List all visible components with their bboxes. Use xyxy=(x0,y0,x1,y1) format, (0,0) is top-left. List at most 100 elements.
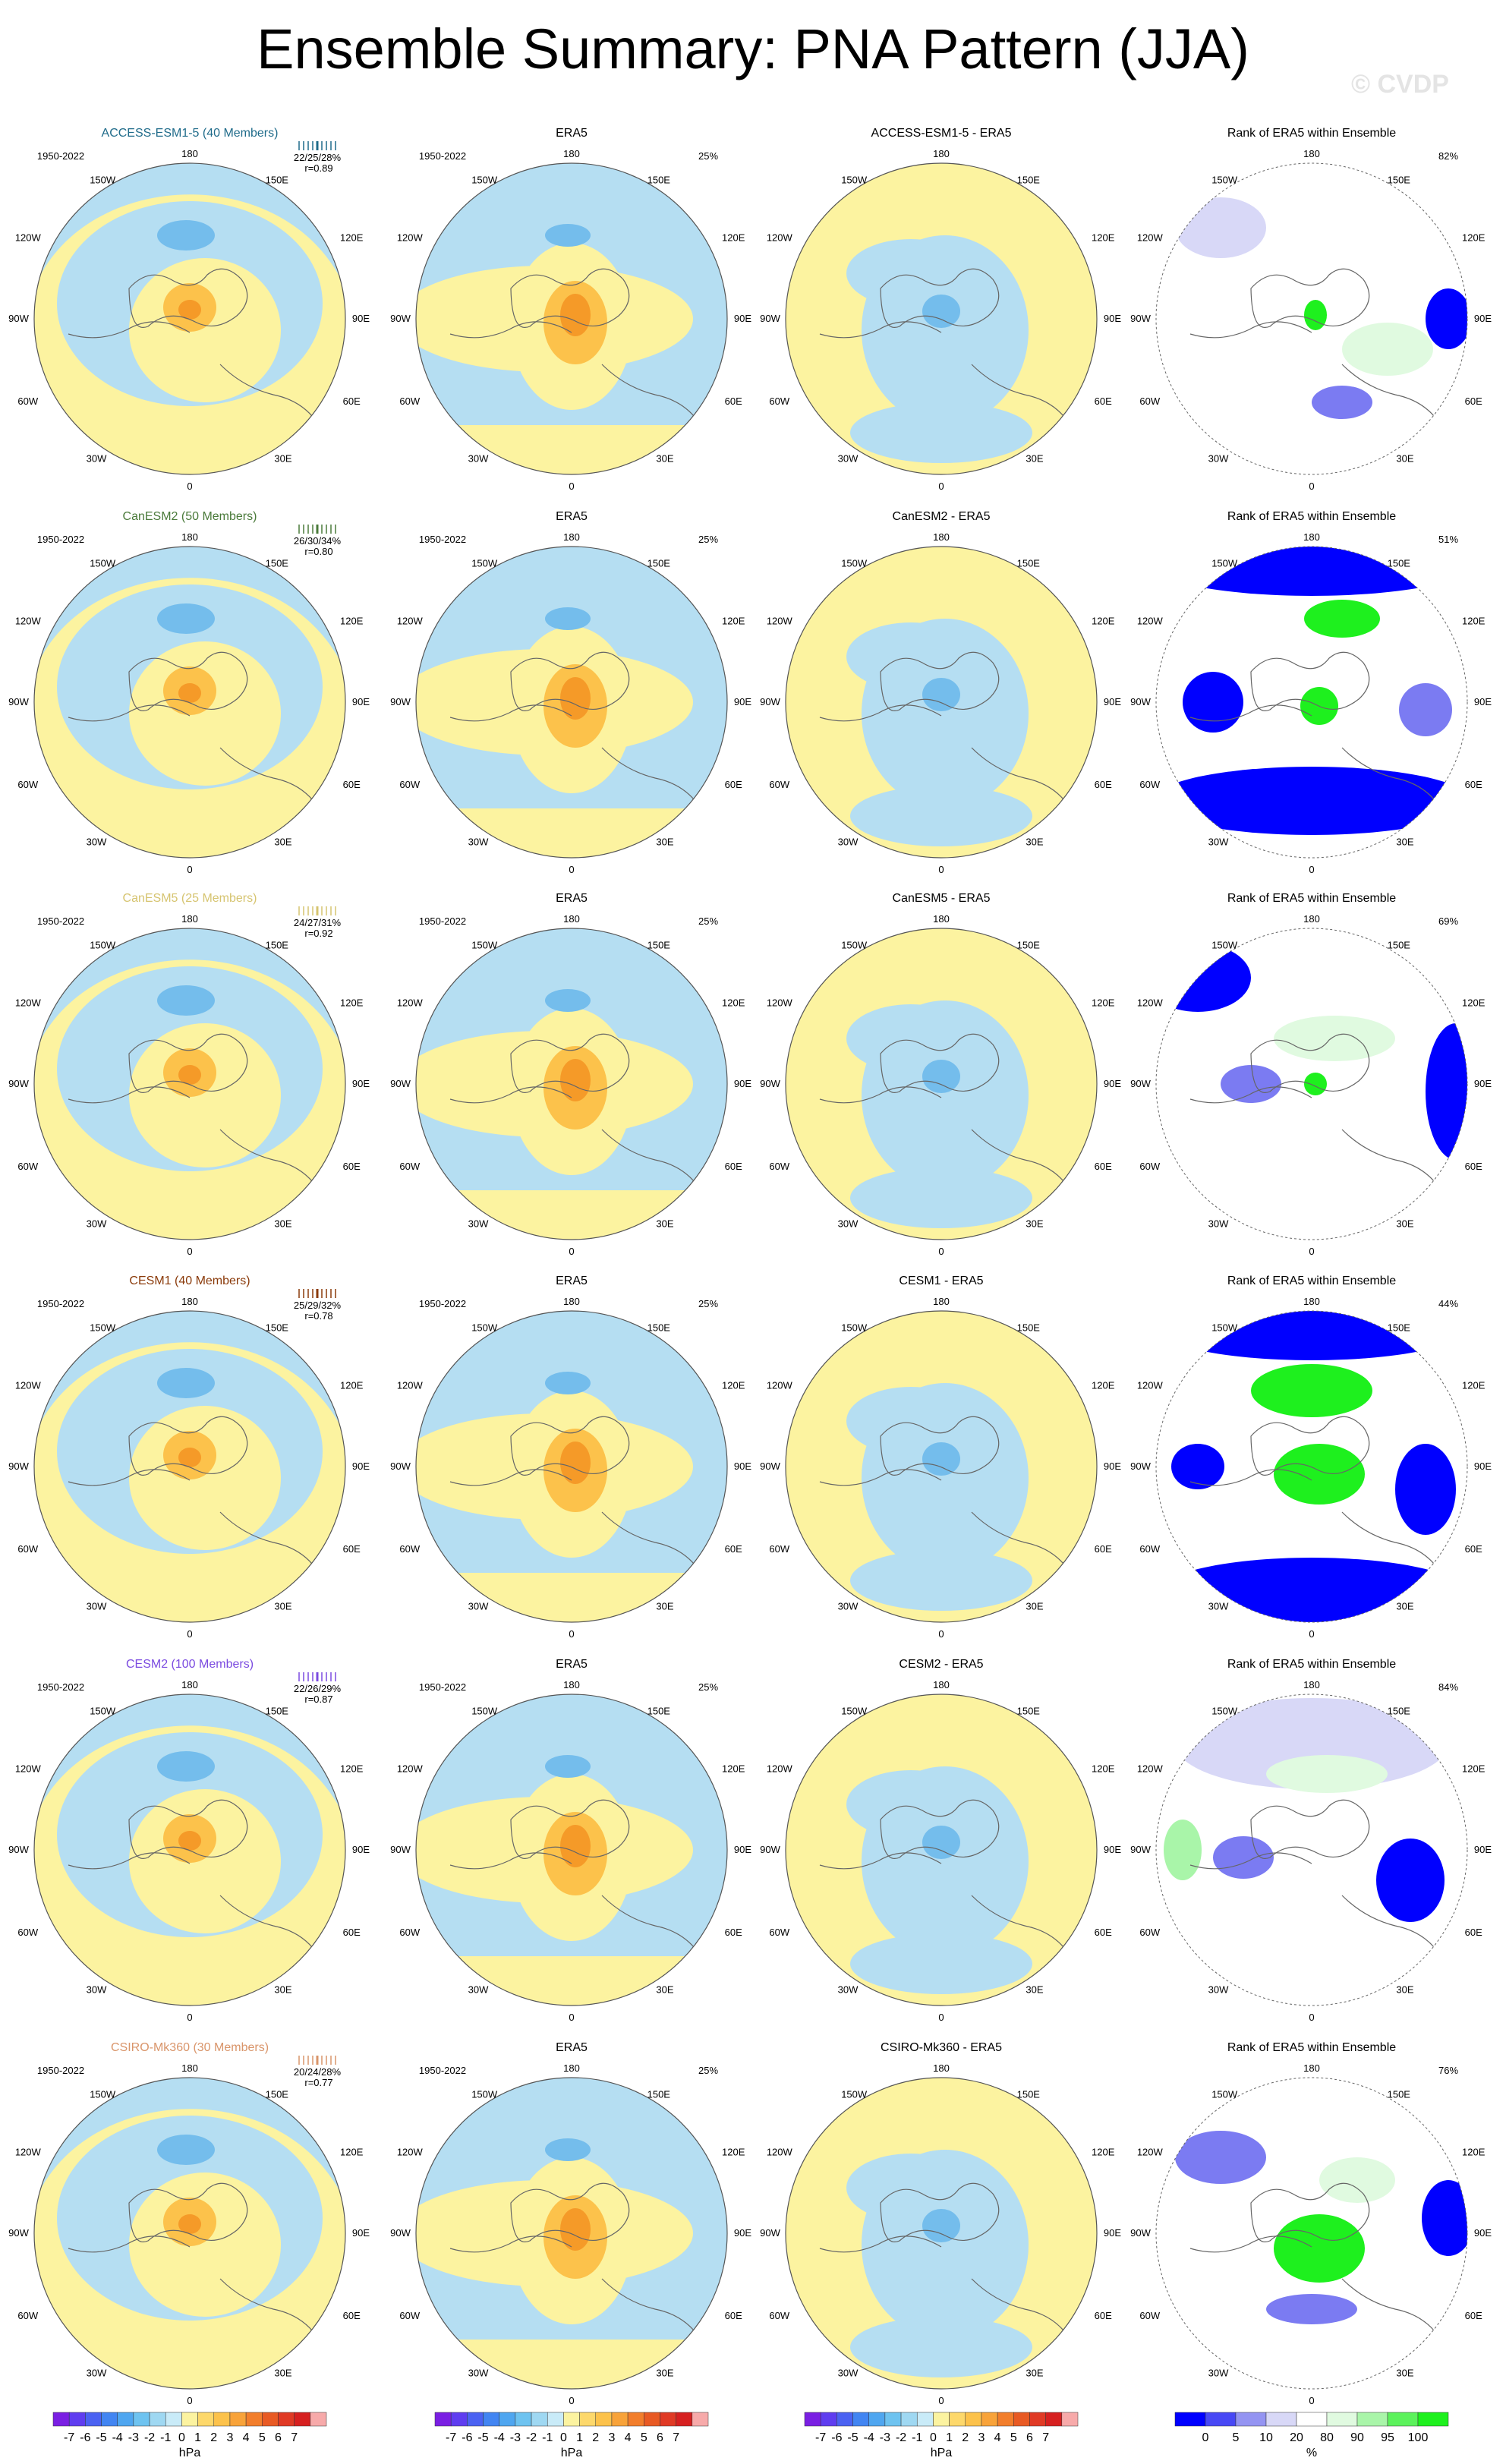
rank-region xyxy=(1156,1558,1467,1622)
model-title: CESM2 (100 Members) xyxy=(126,1658,254,1671)
map-label: 30W xyxy=(1208,453,1229,465)
colorbar-tick-label: -6 xyxy=(462,2431,472,2444)
map-label: 90E xyxy=(352,1460,370,1472)
map-label: 150W xyxy=(471,558,498,569)
map-label: 180 xyxy=(181,1296,198,1307)
colorbar-swatch xyxy=(450,2412,468,2427)
map-label: 90W xyxy=(760,1844,780,1855)
coastline xyxy=(880,1416,1000,1476)
map-label: 150E xyxy=(1017,1322,1041,1334)
map-label: 90W xyxy=(8,1078,29,1089)
coastline xyxy=(601,1129,701,1191)
pattern-correlation: r=0.80 xyxy=(304,546,332,557)
map-label: 90E xyxy=(734,696,751,707)
map-label: 30E xyxy=(274,1601,291,1612)
map-label: 60W xyxy=(17,1161,38,1172)
map-label: 150E xyxy=(266,1706,289,1717)
map-label: 150E xyxy=(1388,2089,1411,2100)
percentile-stats: 26/30/34% xyxy=(294,535,342,547)
map-label: 60W xyxy=(17,1927,38,1938)
colorbar-tick-label: 1 xyxy=(194,2431,201,2444)
negative-anomaly-region xyxy=(850,1167,1032,1228)
colorbar-tick-label: -3 xyxy=(510,2431,521,2444)
coastline xyxy=(219,1129,320,1191)
map-label: 180 xyxy=(933,913,950,925)
coastline xyxy=(819,1469,942,1486)
map-label: 30E xyxy=(1026,1601,1043,1612)
coastline xyxy=(510,268,630,328)
map-label: 60W xyxy=(17,2310,38,2321)
map-label: 60W xyxy=(769,2310,789,2321)
map-label: 60E xyxy=(343,2310,361,2321)
coastline xyxy=(601,1511,701,1574)
coastline xyxy=(510,1799,630,1859)
colorbar-swatch xyxy=(101,2412,118,2427)
map-label: 90E xyxy=(1474,313,1492,324)
colorbar-swatch xyxy=(133,2412,150,2427)
colorbar-tick-label: 3 xyxy=(608,2431,615,2444)
map-label: 150W xyxy=(1211,175,1238,186)
map-label: 90W xyxy=(390,313,411,324)
map-label: 0 xyxy=(187,864,192,875)
map-label: 30E xyxy=(656,1984,673,1996)
colorbar-tick-label: 1 xyxy=(576,2431,583,2444)
colorbar-swatch xyxy=(1235,2412,1267,2427)
diff-map: 180 0 150W 150E 120W 120E 90W 90E 60W 60E 30W 30E xyxy=(760,2062,1121,2406)
map-label: 60W xyxy=(399,1927,420,1938)
map-boundary xyxy=(1155,928,1468,1240)
coastline xyxy=(1341,1511,1441,1574)
map-label: 150W xyxy=(90,1706,116,1717)
map-label: 60E xyxy=(343,1543,361,1555)
map-label: 150E xyxy=(1388,1706,1411,1717)
map-label: 0 xyxy=(938,2012,944,2023)
coastline xyxy=(1341,2278,1441,2340)
colorbar-swatch xyxy=(1326,2412,1358,2427)
map-label: 180 xyxy=(1303,531,1320,543)
coastline xyxy=(128,651,248,711)
map-label: 180 xyxy=(933,1296,950,1307)
diff-map: 180 0 150W 150E 120W 120E 90W 90E 60W 60E 30W 30E xyxy=(760,531,1121,875)
map-label: 150E xyxy=(1017,2089,1041,2100)
coastline xyxy=(819,704,942,722)
colorbar-swatch xyxy=(1029,2412,1046,2427)
map-label: 30W xyxy=(1208,837,1229,848)
map-label: 150W xyxy=(90,175,116,186)
map-label: 30E xyxy=(1026,453,1043,465)
model-row: ACCESS-ESM1-5 (40 Members) 1950-2022 22/25… xyxy=(8,127,1492,492)
coastline xyxy=(128,1416,248,1476)
map-label: 60E xyxy=(1095,1927,1112,1938)
map-boundary xyxy=(33,1694,346,2006)
map-label: 60E xyxy=(725,2310,742,2321)
colorbar-tick-label: 4 xyxy=(243,2431,250,2444)
colorbar-swatch xyxy=(627,2412,644,2427)
map-label: 120W xyxy=(15,232,42,244)
positive-anomaly-region xyxy=(178,683,201,703)
era5-title: ERA5 xyxy=(556,1658,588,1671)
positive-anomaly-region xyxy=(129,258,281,402)
model-title: CSIRO-Mk360 (30 Members) xyxy=(111,2041,269,2054)
map-boundary xyxy=(415,2077,728,2390)
map-label: 120E xyxy=(340,2147,364,2158)
coastline xyxy=(68,1469,191,1486)
variance-percent: 25% xyxy=(698,534,718,545)
map-label: 180 xyxy=(181,2062,198,2074)
negative-anomaly-region xyxy=(846,622,975,691)
map-label: 60W xyxy=(769,779,789,790)
map-boundary xyxy=(1155,2077,1468,2390)
map-label: 150E xyxy=(1388,175,1411,186)
map-label: 120E xyxy=(1092,616,1115,627)
rank-percent: 44% xyxy=(1438,1298,1458,1309)
coastline xyxy=(449,321,572,339)
colorbar-swatch xyxy=(916,2412,934,2427)
map-label: 90W xyxy=(1130,1078,1151,1089)
map-label: 150E xyxy=(266,940,289,951)
map-boundary xyxy=(1155,162,1468,475)
diff-map: 180 0 150W 150E 120W 120E 90W 90E 60W 60E 30W 30E xyxy=(760,1296,1121,1640)
negative-anomaly-region xyxy=(922,1060,960,1093)
map-boundary xyxy=(1155,1310,1468,1623)
map-label: 150E xyxy=(647,1706,671,1717)
colorbar-swatch xyxy=(1296,2412,1328,2427)
colorbar-swatch xyxy=(1417,2412,1449,2427)
map-label: 30E xyxy=(656,837,673,848)
positive-anomaly-region xyxy=(416,1956,727,2006)
